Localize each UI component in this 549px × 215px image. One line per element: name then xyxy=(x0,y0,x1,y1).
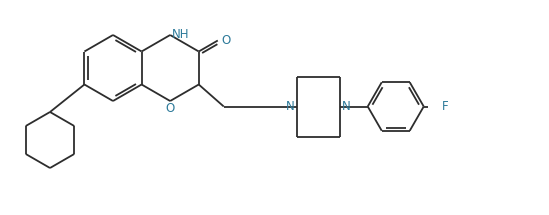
Text: O: O xyxy=(166,102,175,115)
Text: NH: NH xyxy=(172,28,189,40)
Text: F: F xyxy=(442,100,449,113)
Text: O: O xyxy=(222,34,231,47)
Text: N: N xyxy=(286,100,295,113)
Text: N: N xyxy=(341,100,350,113)
